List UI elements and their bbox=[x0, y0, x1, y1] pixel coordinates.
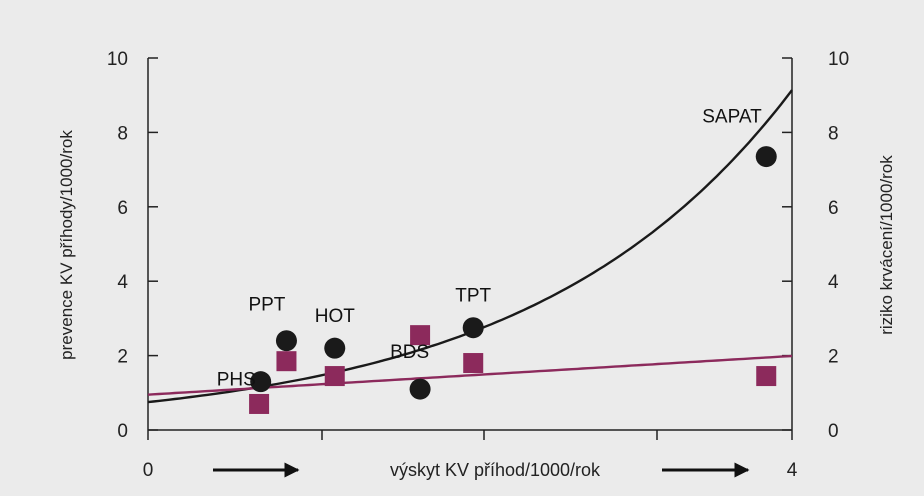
point-label: PPT bbox=[248, 295, 285, 316]
point-label: PHS bbox=[217, 370, 256, 391]
y-axis-right-tick-label: 4 bbox=[828, 272, 839, 293]
y-axis-left-tick-label: 6 bbox=[117, 198, 128, 219]
y-axis-left-tick-label: 4 bbox=[117, 272, 128, 293]
point-label: HOT bbox=[315, 306, 356, 327]
data-point-square bbox=[756, 366, 777, 387]
y-axis-right-title: riziko krvácení/1000/rok bbox=[877, 155, 896, 335]
y-axis-right-tick-label: 6 bbox=[828, 198, 839, 219]
data-point-circle bbox=[250, 371, 272, 393]
data-point-square bbox=[249, 393, 270, 414]
data-point-square bbox=[463, 353, 484, 374]
data-point-square bbox=[410, 325, 431, 346]
y-axis-left-tick-label: 0 bbox=[117, 421, 128, 442]
x-axis-tick-label: 4 bbox=[787, 460, 798, 481]
data-point-circle bbox=[755, 146, 777, 168]
y-axis-left-title: prevence KV příhody/1000/rok bbox=[57, 130, 76, 360]
y-axis-right-tick-label: 8 bbox=[828, 123, 839, 144]
y-axis-right-tick-label: 2 bbox=[828, 347, 839, 368]
data-point-circle bbox=[409, 378, 431, 400]
point-label: SAPAT bbox=[702, 107, 762, 128]
y-axis-left-tick-label: 8 bbox=[117, 123, 128, 144]
y-axis-left-tick-label: 10 bbox=[107, 49, 128, 70]
data-point-circle bbox=[462, 317, 484, 339]
point-label: TPT bbox=[455, 286, 491, 307]
data-point-square bbox=[276, 351, 297, 372]
data-point-circle bbox=[275, 330, 297, 352]
data-point-square bbox=[324, 366, 345, 387]
data-point-circle bbox=[324, 337, 346, 359]
point-label: BDS bbox=[390, 342, 429, 363]
y-axis-left-tick-label: 2 bbox=[117, 347, 128, 368]
y-axis-right-tick-label: 0 bbox=[828, 421, 839, 442]
x-axis-title: výskyt KV příhod/1000/rok bbox=[390, 460, 601, 480]
y-axis-right-tick-label: 10 bbox=[828, 49, 849, 70]
x-axis-tick-label: 0 bbox=[143, 460, 154, 481]
